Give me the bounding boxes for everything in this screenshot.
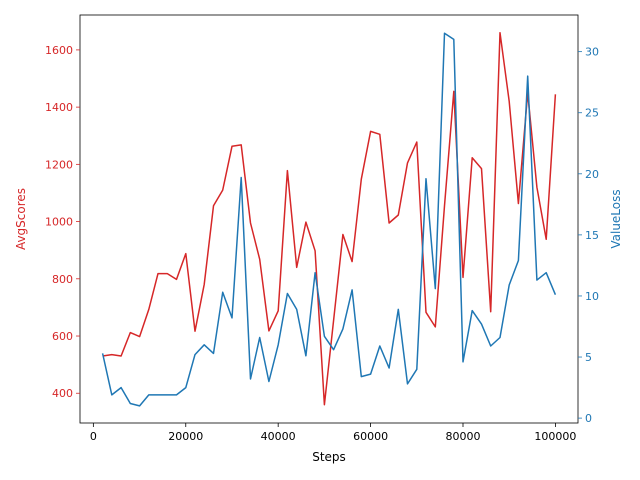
y-right-tick-label: 0 <box>585 412 592 425</box>
y-left-tick-label: 1000 <box>45 216 73 229</box>
y-left-tick-label: 600 <box>52 330 73 343</box>
x-tick-label: 0 <box>90 430 97 443</box>
y-axis-right-label: ValueLoss <box>609 189 623 248</box>
plot-series <box>101 31 557 407</box>
y-left-tick-label: 800 <box>52 273 73 286</box>
plot-frame <box>79 14 579 424</box>
x-tick-label: 40000 <box>261 430 296 443</box>
x-axis-label: Steps <box>312 450 346 464</box>
y-axis-right: 0 5 10 15 20 25 30 <box>578 46 599 425</box>
x-tick-label: 100000 <box>534 430 576 443</box>
y-right-tick-label: 25 <box>585 107 599 120</box>
y-left-tick-label: 1600 <box>45 44 73 57</box>
x-tick-label: 60000 <box>353 430 388 443</box>
y-left-tick-label: 1400 <box>45 101 73 114</box>
y-left-tick-label: 1200 <box>45 158 73 171</box>
y-right-tick-label: 20 <box>585 168 599 181</box>
y-axis-left: 400 600 800 1000 1200 1400 1600 <box>45 44 80 400</box>
x-axis: 0 20000 40000 60000 80000 100000 <box>90 423 576 443</box>
y-right-tick-label: 10 <box>585 290 599 303</box>
y-left-tick-label: 400 <box>52 387 73 400</box>
y-axis-left-label: AvgScores <box>14 188 28 250</box>
valueloss-series-line <box>101 32 557 407</box>
x-tick-label: 20000 <box>168 430 203 443</box>
y-right-tick-label: 15 <box>585 229 599 242</box>
x-tick-label: 80000 <box>445 430 480 443</box>
avgscores-series-line <box>102 31 557 406</box>
y-right-tick-label: 5 <box>585 351 592 364</box>
y-right-tick-label: 30 <box>585 46 599 59</box>
